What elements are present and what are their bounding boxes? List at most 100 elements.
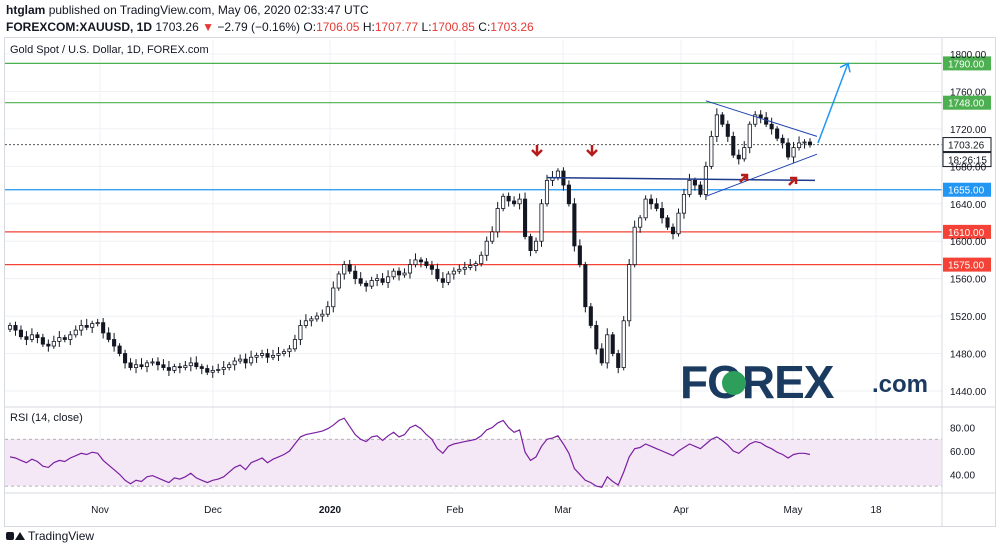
candle-body bbox=[533, 240, 539, 251]
candle-body bbox=[342, 264, 347, 275]
down-arrow-marker bbox=[586, 145, 598, 157]
candle-body bbox=[692, 179, 697, 186]
forex-logo-green-o bbox=[722, 371, 746, 395]
candle-body bbox=[758, 114, 763, 119]
candle-body bbox=[238, 358, 243, 362]
candle-body bbox=[523, 198, 528, 237]
candle-body bbox=[51, 340, 56, 347]
x-tick-label: May bbox=[784, 505, 803, 516]
candle-body bbox=[265, 353, 270, 358]
up-arrow-marker bbox=[739, 173, 749, 183]
candle-body bbox=[753, 114, 758, 125]
tradingview-logo-icon bbox=[6, 530, 25, 542]
candle-body bbox=[281, 351, 287, 354]
candle-body bbox=[429, 265, 434, 270]
candle-body bbox=[517, 198, 522, 205]
candle-body bbox=[605, 334, 610, 364]
open-label: O: bbox=[303, 20, 317, 34]
candle-body bbox=[424, 261, 429, 266]
candle-body bbox=[347, 264, 352, 272]
candle-body bbox=[123, 353, 128, 364]
candle-body bbox=[775, 128, 780, 139]
candle-body bbox=[544, 179, 550, 205]
candle-body bbox=[780, 137, 785, 144]
candle-body bbox=[150, 361, 155, 364]
candle-body bbox=[320, 313, 325, 317]
y-tick-label: 1640.00 bbox=[950, 200, 987, 211]
forex-logo-suffix: .com bbox=[872, 371, 928, 398]
x-tick-label: Mar bbox=[554, 505, 572, 516]
axes: 1800.00 1760.00 1720.00 1680.00 1640.00 1600.… bbox=[5, 37, 996, 527]
y-tick-label: 1600.00 bbox=[950, 237, 987, 248]
candle-body bbox=[24, 336, 29, 340]
candle-body bbox=[566, 184, 571, 205]
triangle-lower-line bbox=[705, 153, 818, 197]
candle-body bbox=[670, 226, 676, 235]
candle-body bbox=[396, 270, 402, 276]
open-value: 1706.05 bbox=[316, 20, 360, 34]
candle-body bbox=[446, 273, 451, 283]
y-tick-label: 1520.00 bbox=[950, 312, 987, 323]
candle-body bbox=[303, 320, 308, 326]
candle-body bbox=[57, 337, 62, 342]
x-tick-label: 2020 bbox=[319, 505, 342, 516]
candle-body bbox=[418, 259, 424, 263]
level-tag bbox=[943, 95, 991, 110]
candle-body bbox=[166, 367, 171, 371]
candle-body bbox=[227, 364, 232, 368]
candle-body bbox=[254, 354, 259, 358]
neckline-trendline bbox=[546, 176, 816, 182]
candle-body bbox=[451, 270, 456, 275]
candle-body bbox=[643, 198, 648, 219]
level-label: 1748.00 bbox=[948, 99, 985, 110]
candle-body bbox=[495, 208, 500, 233]
candle-body bbox=[660, 208, 665, 219]
candle-body bbox=[221, 367, 226, 370]
candle-body bbox=[676, 212, 681, 235]
candle-body bbox=[29, 334, 34, 340]
candle-body bbox=[106, 332, 111, 340]
candle-body bbox=[276, 353, 281, 356]
publish-info: htglam published on TradingView.com, May… bbox=[6, 3, 369, 17]
last-price-text: 1703.26 bbox=[155, 20, 199, 34]
level-label: 1790.00 bbox=[948, 59, 985, 70]
candle-body bbox=[632, 226, 637, 266]
rsi-tick-label: 40.00 bbox=[950, 470, 975, 481]
candle-body bbox=[709, 135, 714, 167]
username[interactable]: htglam bbox=[6, 3, 46, 17]
level-label: 1655.00 bbox=[948, 186, 985, 197]
candle-body bbox=[353, 270, 358, 280]
candle-body bbox=[375, 278, 380, 281]
candle-body bbox=[95, 322, 100, 325]
last-price-label: 1703.26 bbox=[948, 141, 985, 152]
candle-body bbox=[594, 325, 599, 350]
rsi-tick-label: 60.00 bbox=[950, 447, 975, 458]
candle-body bbox=[177, 366, 182, 369]
chart-frame bbox=[4, 37, 996, 527]
candle-body bbox=[621, 320, 626, 368]
up-arrow-marker bbox=[788, 176, 798, 186]
candle-body bbox=[731, 135, 736, 156]
candle-body bbox=[714, 114, 719, 137]
candle-body bbox=[7, 325, 13, 330]
change-text: −2.79 (−0.16%) bbox=[217, 20, 301, 34]
candle-body bbox=[216, 369, 221, 371]
candle-body bbox=[309, 318, 314, 322]
candle-body bbox=[599, 348, 604, 364]
low-label: L: bbox=[421, 20, 432, 34]
candle-body bbox=[725, 123, 730, 137]
candle-body bbox=[232, 360, 237, 366]
candle-body bbox=[35, 334, 40, 339]
x-tick-label: 18 bbox=[870, 505, 882, 516]
level-tag bbox=[943, 224, 991, 239]
candle-body bbox=[649, 198, 654, 205]
candle-body bbox=[457, 268, 462, 272]
footer-brand[interactable]: TradingView bbox=[28, 529, 95, 543]
candle-body bbox=[506, 195, 511, 202]
target-arrow-line bbox=[817, 63, 849, 144]
level-label: 1575.00 bbox=[948, 261, 985, 272]
candle-body bbox=[73, 329, 78, 336]
candle-body bbox=[616, 353, 621, 368]
x-tick-label: Dec bbox=[204, 505, 222, 516]
